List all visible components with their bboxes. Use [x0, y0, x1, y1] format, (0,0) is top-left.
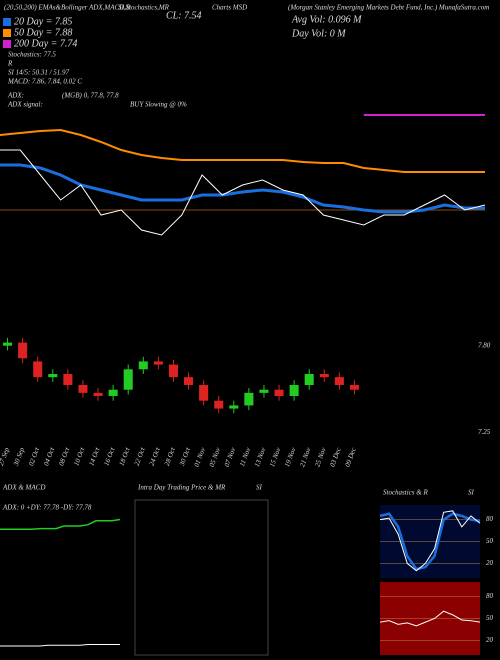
x-tick-label: 21 Nov — [298, 446, 313, 468]
series-line — [0, 518, 121, 530]
adx: ADX: — [7, 92, 24, 100]
x-tick-label: 01 Nov — [193, 446, 208, 468]
candle-body — [138, 361, 148, 370]
x-tick-label: 22 Oct — [133, 446, 147, 467]
legend-label: 20 Day = 7.85 — [14, 16, 72, 27]
header-text: Charts MSD — [212, 4, 247, 12]
candle-body — [108, 389, 118, 396]
candle-body — [18, 342, 28, 359]
x-tick-label: 13 Nov — [253, 446, 268, 468]
candle-body — [48, 374, 58, 378]
x-tick-label: 10 Oct — [72, 446, 86, 467]
x-tick-label: 30 Sep — [12, 446, 26, 468]
avg-vol: Avg Vol: 0.096 M — [291, 14, 362, 25]
candle-body — [33, 361, 43, 378]
series-line — [0, 644, 120, 647]
legend-swatch — [3, 40, 11, 48]
x-tick-label: 09 Dec — [343, 446, 358, 468]
candle-body — [319, 374, 329, 378]
x-tick-label: 19 Nov — [283, 446, 298, 468]
candle-body — [93, 392, 103, 396]
candle-body — [334, 377, 344, 385]
candle-body — [3, 342, 13, 346]
candle-body — [184, 377, 194, 385]
candle-body — [259, 389, 269, 393]
candle-body — [168, 364, 178, 378]
y-tick-label: 50 — [486, 614, 494, 622]
day-vol: Day Vol: 0 M — [291, 28, 346, 39]
x-tick-label: 11 Nov — [238, 446, 252, 468]
y-tick-label: 50 — [486, 537, 494, 545]
adx-signal: ADX signal: — [7, 101, 43, 109]
candle-body — [63, 374, 73, 385]
series-line — [379, 510, 481, 572]
panel-frame — [134, 499, 269, 656]
close-price: CL: 7.54 — [166, 10, 202, 21]
series-line — [0, 128, 485, 173]
stochastics: Stochastics: 77.5 — [8, 51, 56, 59]
company: (Morgan Stanley Emerging Markets Debt Fu… — [288, 4, 489, 12]
y-tick-label: 80 — [486, 592, 494, 600]
panel-title: Stochastics & R — [383, 489, 428, 497]
x-tick-label: 08 Oct — [57, 446, 71, 467]
y-tick-label: 20 — [486, 559, 494, 567]
x-tick-label: 05 Nov — [208, 446, 223, 468]
candle-body — [199, 385, 209, 401]
si: SI 14/5: 50.31 / 51.97 — [8, 69, 70, 77]
series-line — [379, 512, 481, 571]
x-tick-label: 16 Oct — [103, 446, 117, 467]
signal: BUY Slowing @ 0% — [130, 101, 187, 109]
mgb: (MGB) 0, 77.8, 77.8 — [62, 92, 119, 100]
x-tick-label: 24 Oct — [148, 446, 162, 467]
x-tick-label: 25 Nov — [313, 446, 328, 468]
x-tick-label: 07 Nov — [223, 446, 238, 468]
y-tick-label: 7.80 — [478, 341, 491, 349]
candle-body — [229, 405, 239, 409]
r: R — [7, 60, 13, 68]
panel-subtitle: ADX: 0 +DY: 77.78 -DY: 77.78 — [2, 504, 92, 512]
x-tick-label: 04 Oct — [42, 446, 56, 467]
header-text: (20,50,200) EMAs&Bollinger ADX,MACD,B — [4, 4, 131, 12]
candle-body — [214, 400, 224, 409]
candle-body — [274, 389, 284, 396]
series-line — [379, 610, 481, 627]
y-tick-label: 80 — [486, 515, 494, 523]
candle-body — [244, 392, 254, 406]
legend-swatch — [3, 18, 11, 26]
x-tick-label: 03 Dec — [328, 446, 343, 468]
y-tick-label: 7.25 — [478, 428, 491, 436]
panel-title: Intra Day Trading Price & MR — [137, 484, 226, 492]
series-line — [0, 149, 486, 236]
macd: MACD: 7.86, 7.84, 0.02 C — [7, 78, 82, 86]
candle-body — [304, 374, 314, 385]
candle-body — [289, 385, 299, 396]
candle-body — [78, 385, 88, 393]
x-tick-label: 27 Sep — [0, 446, 11, 467]
x-tick-label: 18 Oct — [118, 446, 132, 467]
x-tick-label: 28 Oct — [163, 446, 177, 467]
header-text: SI,Stochastics,MR — [118, 4, 170, 12]
candle-body — [349, 385, 359, 390]
panel-title: ADX & MACD — [2, 484, 45, 492]
legend-label: 200 Day = 7.74 — [14, 38, 77, 49]
legend-swatch — [3, 29, 11, 37]
candle-body — [123, 369, 133, 390]
x-tick-label: 15 Nov — [268, 446, 283, 468]
y-tick-label: 20 — [486, 636, 494, 644]
x-tick-label: 30 Oct — [178, 446, 193, 468]
panel-subtitle: SI — [256, 484, 263, 492]
candle-body — [153, 361, 163, 365]
x-tick-label: 02 Oct — [27, 446, 41, 467]
legend-label: 50 Day = 7.88 — [14, 27, 72, 38]
panel-subtitle: SI — [468, 489, 475, 497]
x-tick-label: 14 Oct — [87, 446, 101, 467]
